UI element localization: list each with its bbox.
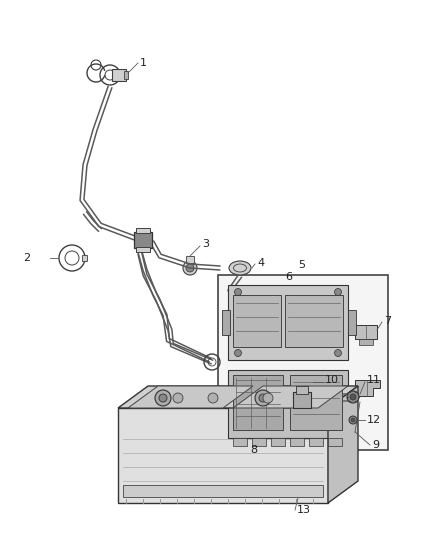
Bar: [123, 485, 323, 497]
Bar: [136, 247, 150, 252]
Bar: [233, 295, 281, 347]
Circle shape: [298, 393, 308, 403]
Bar: [252, 438, 266, 446]
Bar: [233, 438, 247, 446]
Bar: [124, 71, 128, 79]
Bar: [228, 370, 348, 438]
Text: 3: 3: [202, 239, 209, 249]
Polygon shape: [233, 386, 348, 408]
Circle shape: [347, 391, 359, 403]
Text: 8: 8: [250, 445, 257, 455]
Text: 1: 1: [140, 58, 147, 68]
Bar: [112, 69, 126, 81]
Bar: [118, 408, 328, 503]
Bar: [134, 232, 152, 248]
Circle shape: [255, 390, 271, 406]
Bar: [290, 438, 304, 446]
Bar: [348, 310, 356, 335]
Circle shape: [335, 350, 342, 357]
Circle shape: [173, 393, 183, 403]
Bar: [82, 255, 87, 261]
Circle shape: [350, 394, 356, 400]
Bar: [359, 339, 373, 345]
Circle shape: [155, 390, 171, 406]
Polygon shape: [328, 386, 358, 503]
Text: 4: 4: [257, 258, 264, 268]
Bar: [290, 375, 342, 430]
Circle shape: [335, 288, 342, 295]
Bar: [309, 438, 323, 446]
Circle shape: [186, 264, 194, 272]
Polygon shape: [128, 386, 253, 408]
Text: 13: 13: [297, 505, 311, 515]
Bar: [271, 438, 285, 446]
Text: 2: 2: [23, 253, 30, 263]
Bar: [328, 438, 342, 446]
Text: 7: 7: [384, 316, 391, 326]
Bar: [233, 375, 283, 430]
Bar: [218, 275, 388, 450]
Polygon shape: [355, 380, 380, 396]
Text: 12: 12: [367, 415, 381, 425]
Circle shape: [351, 418, 355, 422]
Bar: [186, 256, 194, 263]
Text: 6: 6: [285, 272, 292, 282]
Ellipse shape: [229, 261, 251, 275]
Text: 10: 10: [325, 375, 339, 385]
Text: 11: 11: [367, 375, 381, 385]
Bar: [228, 285, 348, 360]
Text: 9: 9: [372, 440, 379, 450]
Circle shape: [259, 394, 267, 402]
Bar: [355, 325, 377, 339]
Bar: [222, 310, 230, 335]
Bar: [136, 228, 150, 233]
Circle shape: [234, 288, 241, 295]
Circle shape: [234, 350, 241, 357]
Polygon shape: [118, 386, 358, 408]
Circle shape: [159, 394, 167, 402]
Circle shape: [183, 261, 197, 275]
Text: 5: 5: [298, 260, 305, 270]
Bar: [285, 295, 343, 347]
Circle shape: [263, 393, 273, 403]
Circle shape: [208, 393, 218, 403]
Bar: [296, 386, 308, 394]
Bar: [293, 392, 311, 408]
Circle shape: [349, 416, 357, 424]
